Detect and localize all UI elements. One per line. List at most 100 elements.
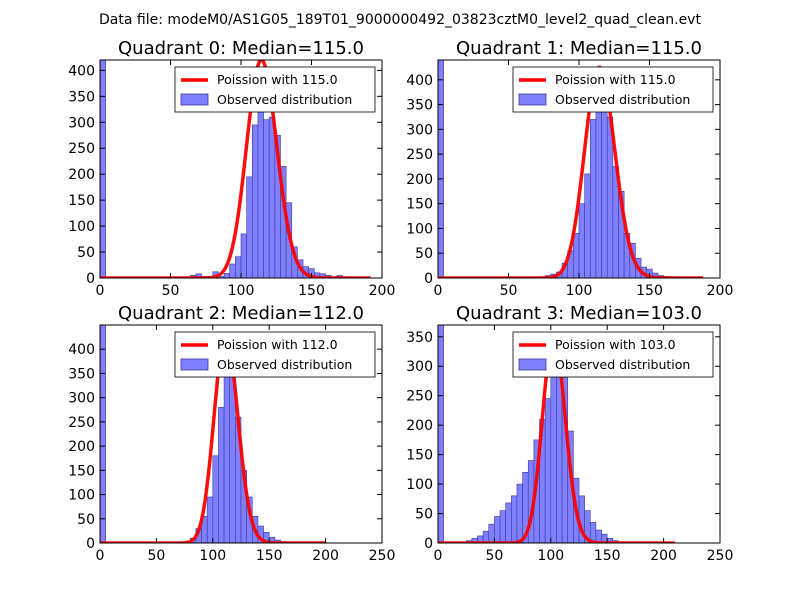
y-tick-label: 150 <box>406 197 433 213</box>
histogram-bar <box>584 173 591 278</box>
histogram-bars <box>100 60 355 278</box>
y-tick-label: 150 <box>68 193 95 209</box>
x-tick-label: 200 <box>707 283 734 299</box>
histogram-bar <box>268 116 276 278</box>
histogram-bar <box>246 176 253 278</box>
x-tick-label: 0 <box>96 283 105 299</box>
y-tick-label: 50 <box>77 512 95 528</box>
y-tick-label: 250 <box>68 415 95 431</box>
poisson-fit-line <box>100 332 327 543</box>
y-tick-label: 400 <box>68 342 95 358</box>
x-tick-label: 100 <box>566 283 593 299</box>
y-tick-label: 400 <box>406 73 433 89</box>
x-tick-label: 100 <box>199 548 226 564</box>
y-tick-label: 100 <box>68 488 95 504</box>
x-tick-label: 50 <box>162 283 180 299</box>
y-tick-label: 300 <box>406 122 433 138</box>
y-tick-label: 300 <box>68 391 95 407</box>
y-tick-label: 0 <box>424 536 433 552</box>
y-tick-label: 100 <box>406 221 433 237</box>
y-tick-label: 250 <box>406 389 433 405</box>
histogram-bar <box>488 523 495 543</box>
x-tick-label: 100 <box>228 283 255 299</box>
x-tick-label: 250 <box>369 548 396 564</box>
y-tick-label: 150 <box>406 448 433 464</box>
y-tick-label: 350 <box>68 89 95 105</box>
legend-fit-label: Poission with 115.0 <box>217 72 338 87</box>
histogram-bar <box>206 496 214 543</box>
legend-fit-label: Poission with 115.0 <box>555 72 676 87</box>
y-tick-label: 200 <box>68 439 95 455</box>
legend-hist-swatch <box>180 358 209 371</box>
legend-hist-swatch <box>518 93 547 106</box>
histogram-bar <box>511 495 518 543</box>
y-tick-label: 0 <box>86 271 95 287</box>
y-tick-label: 50 <box>77 245 95 261</box>
histogram-bar <box>100 60 106 278</box>
y-tick-label: 350 <box>68 366 95 382</box>
x-tick-label: 0 <box>96 548 105 564</box>
panel-title: Quadrant 0: Median=115.0 <box>118 38 364 59</box>
panel-title: Quadrant 2: Median=112.0 <box>118 303 364 324</box>
legend: Poission with 103.0 Observed distribution <box>512 331 714 378</box>
y-tick-label: 100 <box>406 477 433 493</box>
legend-hist-label: Observed distribution <box>217 92 352 107</box>
histogram-bar <box>223 273 231 278</box>
panel-title: Quadrant 3: Median=103.0 <box>456 303 702 324</box>
histogram-bar <box>505 502 512 543</box>
legend-fit-label: Poission with 103.0 <box>555 337 676 352</box>
x-tick-label: 150 <box>594 548 621 564</box>
legend: Poission with 112.0 Observed distribution <box>174 331 376 378</box>
x-tick-label: 200 <box>650 548 677 564</box>
histogram-bar <box>235 256 242 278</box>
y-tick-label: 350 <box>406 98 433 114</box>
legend-hist-label: Observed distribution <box>555 92 690 107</box>
legend: Poission with 115.0 Observed distribution <box>174 66 376 113</box>
legend-hist-swatch <box>518 358 547 371</box>
x-tick-label: 50 <box>485 548 503 564</box>
histogram-bar <box>516 483 523 543</box>
histogram-bar <box>212 455 219 543</box>
histogram-bar <box>257 111 264 278</box>
y-tick-label: 0 <box>424 271 433 287</box>
x-tick-label: 150 <box>256 548 283 564</box>
histogram-bar <box>595 101 602 278</box>
histogram-bar <box>578 203 585 278</box>
quadrant-panel-0: Quadrant 0: Median=115.0 0 50 100 150 200 0 50 1… <box>68 38 395 299</box>
panel-title: Quadrant 1: Median=115.0 <box>456 38 702 59</box>
axes-frame <box>99 324 383 544</box>
histogram-bar <box>223 358 231 543</box>
x-tick-label: 50 <box>147 548 165 564</box>
legend: Poission with 115.0 Observed distribution <box>512 66 714 113</box>
y-tick-label: 200 <box>68 167 95 183</box>
y-tick-label: 150 <box>68 463 95 479</box>
histogram-bar <box>589 119 597 278</box>
axes-frame <box>437 324 721 544</box>
quadrant-panel-2: Quadrant 2: Median=112.0 0 50 100 150 200 250 0… <box>68 303 395 564</box>
histogram-bar <box>251 124 259 278</box>
y-tick-label: 200 <box>406 418 433 434</box>
histogram-bar <box>240 233 247 278</box>
y-tick-label: 400 <box>68 63 95 79</box>
histogram-bar <box>544 398 552 543</box>
y-tick-label: 50 <box>415 246 433 262</box>
histogram-bar <box>494 516 501 543</box>
x-tick-label: 250 <box>707 548 734 564</box>
histogram-bar <box>218 407 225 543</box>
y-tick-label: 250 <box>406 147 433 163</box>
figure-suptitle: Data file: modeM0/AS1G05_189T01_90000004… <box>99 12 701 28</box>
legend-fit-label: Poission with 112.0 <box>217 337 338 352</box>
x-tick-label: 150 <box>298 283 325 299</box>
histogram-bars <box>438 325 619 543</box>
quadrant-panel-1: Quadrant 1: Median=115.0 0 50 100 150 200 0 50 1… <box>406 38 733 299</box>
histogram-bar <box>482 530 490 543</box>
histogram-bar <box>195 273 202 278</box>
histogram-bar <box>438 325 444 543</box>
y-tick-label: 50 <box>415 507 433 523</box>
y-tick-label: 200 <box>406 172 433 188</box>
histogram-bar <box>499 510 506 543</box>
legend-hist-label: Observed distribution <box>555 357 690 372</box>
x-tick-label: 200 <box>312 548 339 564</box>
histogram-bar <box>438 60 444 278</box>
